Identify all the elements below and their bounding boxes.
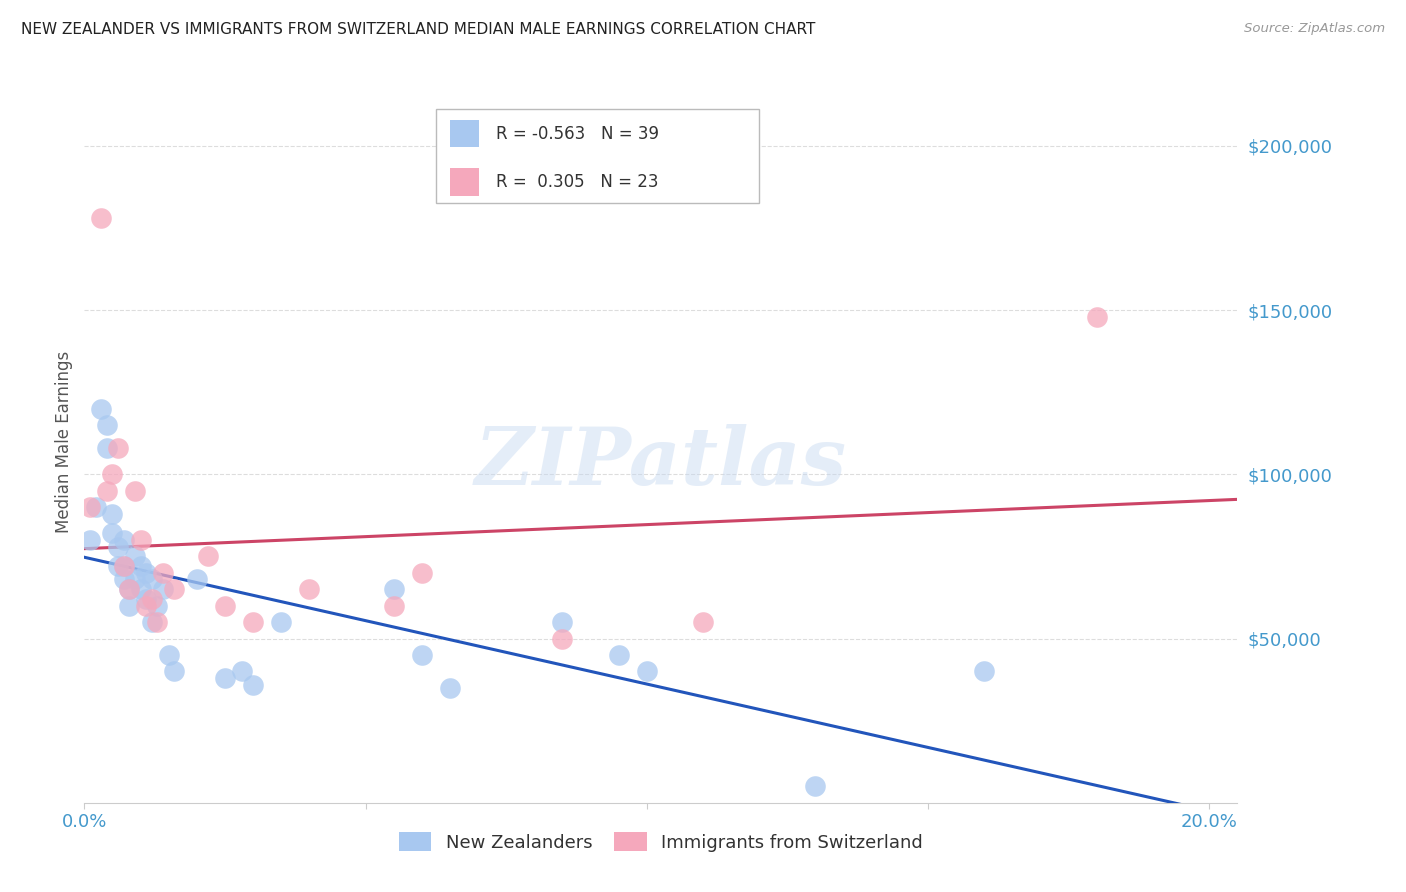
Point [96,483,118,498]
Point [551,632,574,646]
Y-axis label: Median Male Earnings: Median Male Earnings [55,351,73,533]
FancyBboxPatch shape [450,169,478,196]
Point [607,648,630,662]
Point [804,780,827,794]
Point [141,615,163,630]
Point [146,615,169,630]
Point [382,582,405,597]
Point [163,665,186,679]
Point [101,526,124,541]
Point [90,401,112,416]
Point [84,500,107,515]
Point [118,582,141,597]
Point [152,582,174,597]
Point [270,615,292,630]
Point [101,507,124,521]
Point [231,665,253,679]
Point [411,648,433,662]
Point [163,582,186,597]
Point [118,582,141,597]
Legend: New Zealanders, Immigrants from Switzerland: New Zealanders, Immigrants from Switzerl… [392,824,929,859]
Point [112,573,135,587]
Point [101,467,124,482]
Point [118,599,141,613]
Point [107,540,129,554]
Point [90,211,112,226]
Point [214,671,236,685]
Point [439,681,461,695]
Point [1085,310,1108,324]
Point [636,665,658,679]
Point [96,441,118,455]
Text: NEW ZEALANDER VS IMMIGRANTS FROM SWITZERLAND MEDIAN MALE EARNINGS CORRELATION CH: NEW ZEALANDER VS IMMIGRANTS FROM SWITZER… [21,22,815,37]
Point [124,573,146,587]
Point [112,559,135,574]
Point [973,665,995,679]
Point [146,599,169,613]
Point [157,648,180,662]
Point [141,592,163,607]
Point [107,441,129,455]
Point [411,566,433,580]
Point [79,533,101,547]
Point [129,559,152,574]
Point [79,500,101,515]
Point [124,483,146,498]
Point [135,592,157,607]
Point [186,573,208,587]
Point [141,573,163,587]
Point [112,559,135,574]
Point [129,533,152,547]
Point [298,582,321,597]
Text: R =  0.305   N = 23: R = 0.305 N = 23 [496,173,658,191]
Point [96,418,118,433]
Point [129,582,152,597]
Text: R = -0.563   N = 39: R = -0.563 N = 39 [496,125,659,143]
Point [112,533,135,547]
Point [242,677,264,691]
Point [692,615,714,630]
Point [107,559,129,574]
Point [197,549,219,564]
Point [551,615,574,630]
Point [214,599,236,613]
Point [135,566,157,580]
FancyBboxPatch shape [450,120,478,147]
Point [382,599,405,613]
Text: ZIPatlas: ZIPatlas [475,425,846,502]
Point [135,599,157,613]
Point [124,549,146,564]
Text: Source: ZipAtlas.com: Source: ZipAtlas.com [1244,22,1385,36]
Point [242,615,264,630]
Point [152,566,174,580]
FancyBboxPatch shape [436,109,759,203]
